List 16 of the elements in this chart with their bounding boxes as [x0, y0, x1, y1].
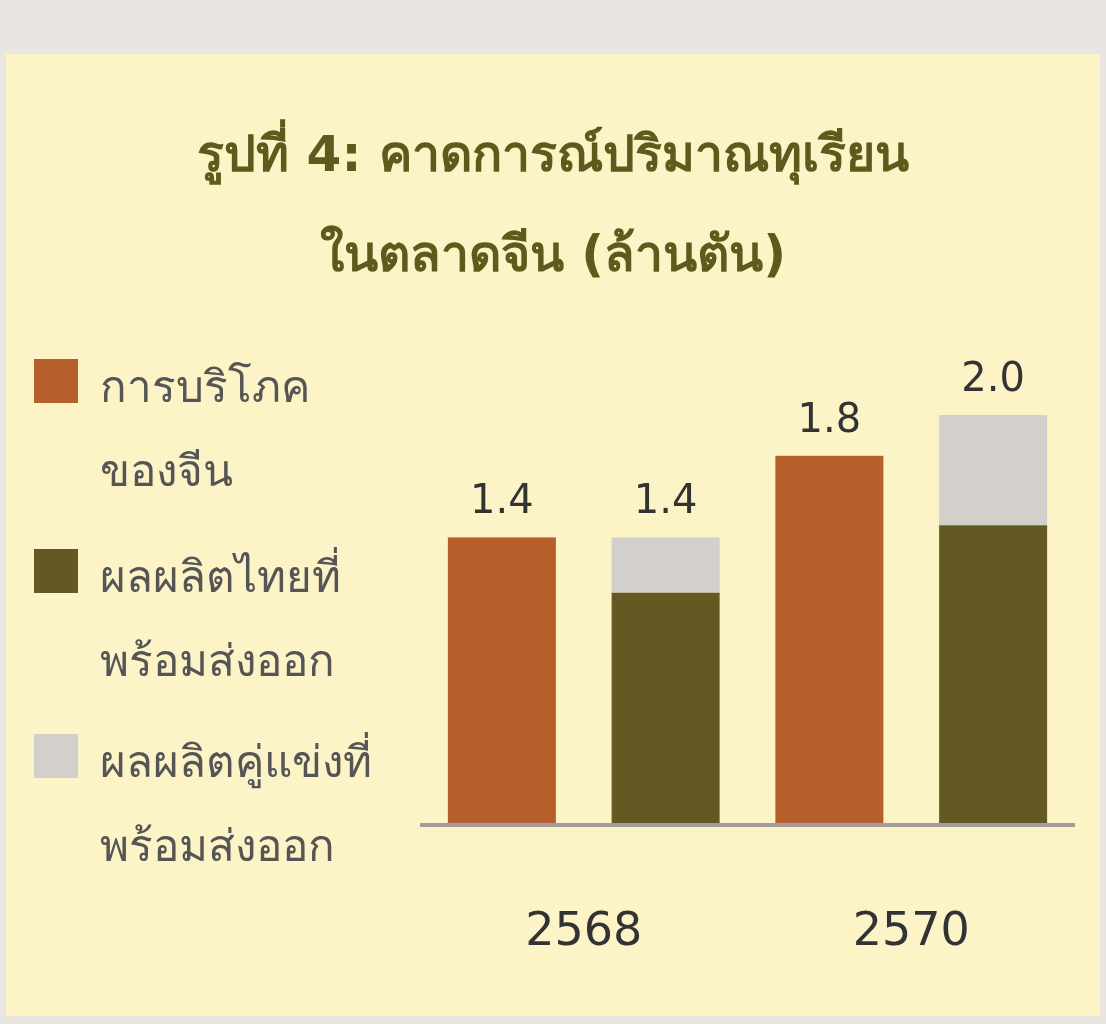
bar — [611, 537, 720, 593]
chart-title: รูปที่ 4: คาดการณ์ปริมาณทุเรียน ในตลาดจีน (ล้านตัน) — [196, 118, 910, 285]
bar — [447, 537, 556, 823]
text: 2570 — [852, 902, 970, 956]
data-label: 1.4 — [470, 476, 534, 523]
text: 2568 — [525, 902, 643, 956]
legend-label: ผลผลิตคู่แข่งที่พร้อมส่งออก — [100, 731, 373, 873]
bar — [775, 455, 884, 823]
legend-label: การบริโภคของจีน — [100, 360, 311, 498]
bar — [611, 592, 720, 823]
total-label: 2.0 — [961, 354, 1025, 400]
data-label: 1.8 — [797, 394, 862, 441]
total-label: 1.4 — [633, 476, 698, 523]
legend-label: ผลผลิตไทยที่พร้อมส่งออก — [100, 546, 342, 688]
bar — [939, 415, 1048, 526]
bar — [939, 525, 1048, 823]
